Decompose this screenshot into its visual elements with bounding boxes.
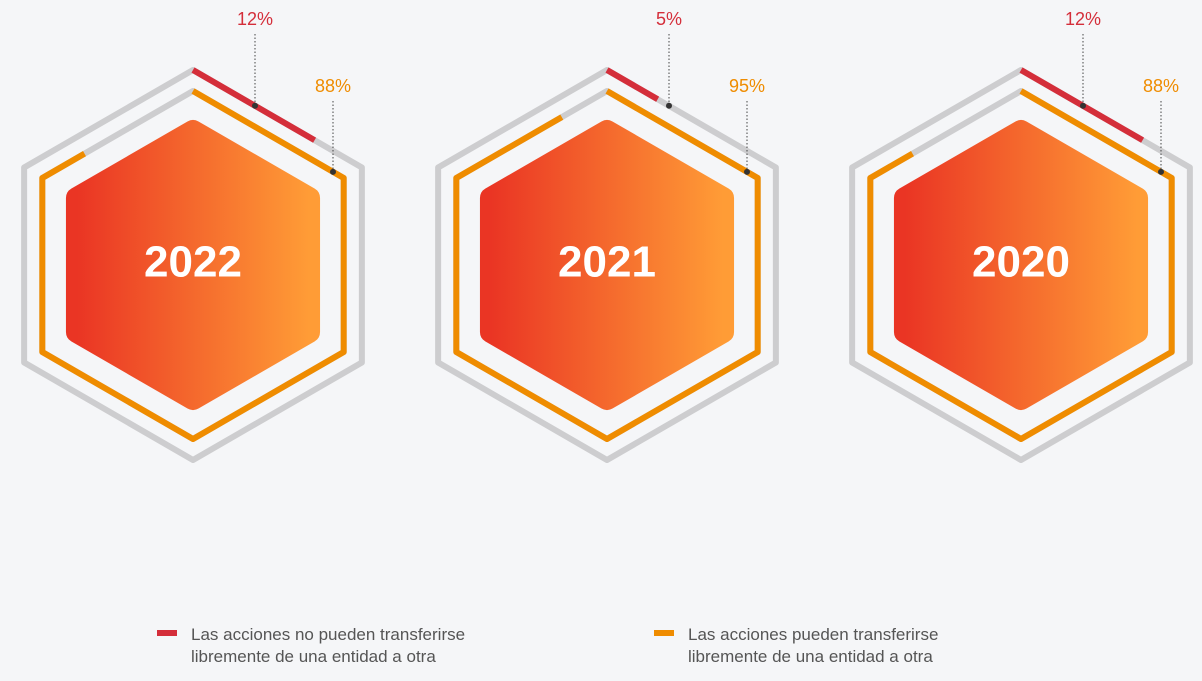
category-label: 2022 [144, 238, 242, 287]
value-label: 95% [729, 76, 765, 96]
center-hexagon [893, 120, 1149, 410]
leader-dot [666, 102, 672, 109]
center-hexagon [65, 120, 321, 410]
ring-track [849, 67, 1193, 463]
ring-track [21, 67, 365, 463]
leader-dot [330, 168, 336, 175]
ring-track [435, 67, 779, 463]
value-label: 88% [1143, 76, 1179, 96]
leader-dot [252, 102, 258, 109]
value-label: 12% [237, 9, 273, 29]
center-hexagon [479, 120, 735, 410]
value-label: 5% [656, 9, 682, 29]
legend-swatch [157, 630, 177, 636]
legend-label: Las acciones no pueden transferirse libr… [191, 625, 466, 666]
ring-arc [867, 88, 1175, 442]
ring-arc [453, 88, 761, 442]
leader-dot [1080, 102, 1086, 109]
leader-dot [744, 168, 750, 175]
leader-dot [1158, 168, 1164, 175]
legend-item: Las acciones pueden transferirse libreme… [654, 624, 978, 668]
legend-item: Las acciones no pueden transferirse libr… [157, 624, 491, 668]
legend-swatch [654, 630, 674, 636]
legend-label: Las acciones pueden transferirse libreme… [688, 625, 939, 666]
value-label: 88% [315, 76, 351, 96]
category-label: 2020 [972, 238, 1070, 287]
category-label: 2021 [558, 238, 656, 287]
value-label: 12% [1065, 9, 1101, 29]
ring-arc [39, 88, 347, 442]
chart: 12% 88% 2022 5% 95% 2021 12% 88% 2020 [21, 9, 1193, 463]
